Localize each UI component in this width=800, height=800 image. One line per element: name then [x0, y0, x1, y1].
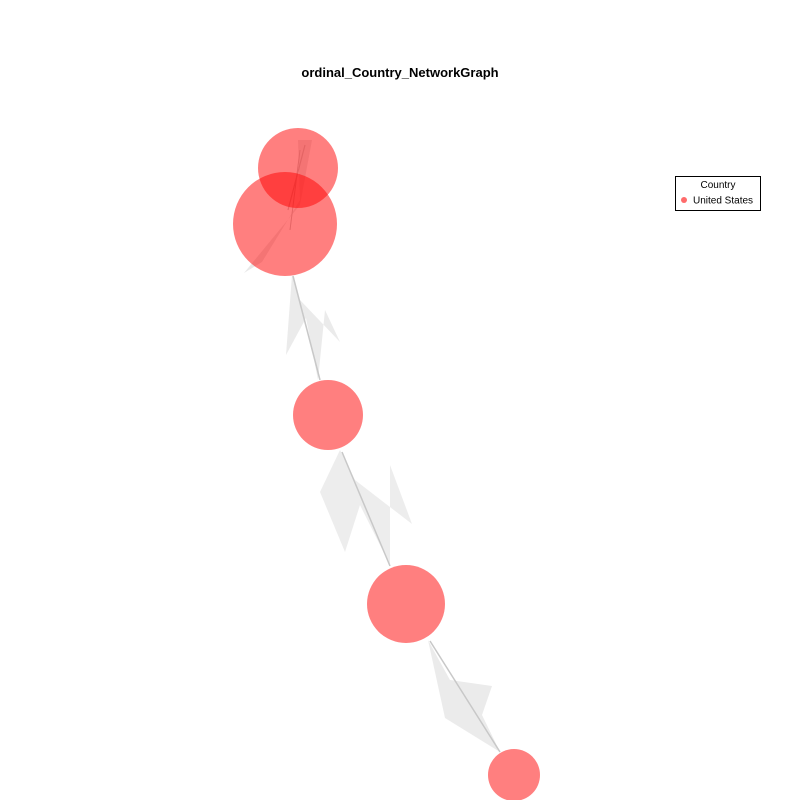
nodes	[233, 128, 540, 800]
legend-title: Country	[700, 180, 735, 191]
edge	[428, 640, 501, 753]
network-node	[488, 749, 540, 800]
edge	[286, 275, 340, 381]
network-node	[293, 380, 363, 450]
legend-label: United States	[693, 196, 753, 207]
network-node	[367, 565, 445, 643]
network-node	[233, 172, 337, 276]
legend-marker	[681, 197, 687, 203]
edge	[320, 450, 412, 567]
legend: Country United States	[675, 176, 761, 211]
legend-box	[675, 176, 761, 211]
chart-title: ordinal_Country_NetworkGraph	[301, 65, 498, 80]
edges	[244, 140, 501, 753]
